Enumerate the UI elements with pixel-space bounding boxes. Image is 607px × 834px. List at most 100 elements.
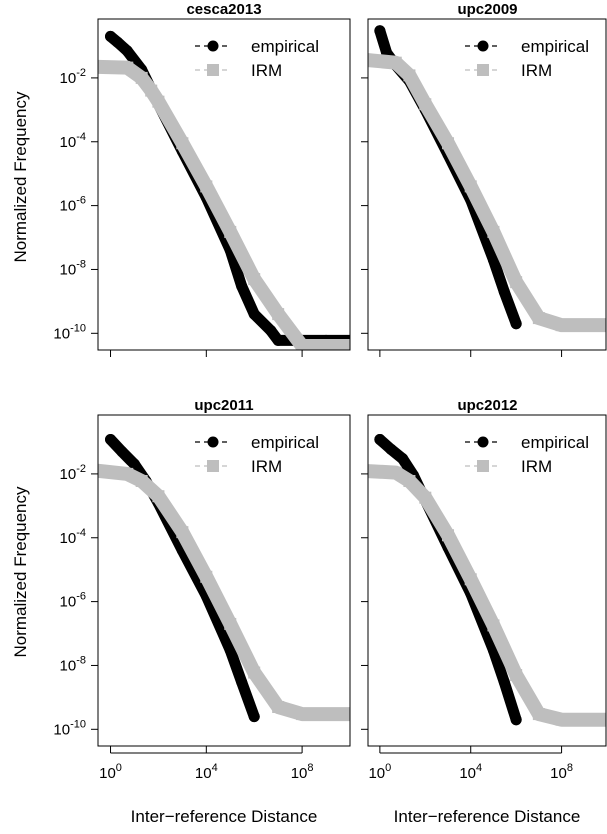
data-point — [419, 98, 432, 111]
data-point — [368, 465, 380, 478]
data-point — [510, 714, 522, 726]
panel-upc2009: upc2009 empirical IRM — [361, 1, 607, 357]
data-point — [176, 137, 189, 150]
plot-frame — [367, 414, 607, 747]
legend-label: empirical — [521, 37, 589, 56]
data-point — [403, 69, 416, 82]
series-line — [98, 463, 350, 722]
legend-marker — [207, 436, 219, 448]
y-tick-label: 10-2 — [60, 463, 86, 483]
legend-item-irm: IRM — [465, 457, 552, 476]
series-irm — [98, 59, 350, 350]
legend-marker — [207, 460, 219, 472]
data-point — [128, 458, 140, 470]
data-point — [320, 708, 333, 721]
data-point — [272, 308, 285, 321]
data-point — [248, 308, 260, 320]
data-point — [224, 644, 236, 656]
y-tick-label: 10-8 — [60, 654, 86, 674]
plot-frame — [367, 18, 607, 351]
legend: empirical IRM — [465, 433, 589, 476]
data-point — [368, 54, 380, 67]
data-point — [389, 466, 402, 479]
legend-marker — [207, 40, 219, 52]
series-irm — [368, 464, 606, 727]
data-point — [601, 319, 606, 332]
legend-label: empirical — [251, 37, 319, 56]
data-point — [152, 95, 165, 108]
data-point — [601, 713, 606, 726]
y-tick-label: 10-6 — [60, 195, 86, 215]
x-axis-label-right: Inter−reference Distance — [394, 807, 581, 826]
y-tick-label: 10-4 — [60, 527, 86, 547]
panel-cesca2013: cesca2013 empirical IRM — [91, 1, 351, 357]
x-tick-label: 104 — [459, 762, 482, 782]
legend-label: IRM — [521, 457, 552, 476]
data-point — [374, 25, 386, 37]
data-point — [224, 225, 237, 238]
data-point — [135, 71, 148, 84]
data-point — [236, 676, 248, 688]
panel-title: upc2012 — [457, 397, 517, 414]
legend-item-empirical: empirical — [465, 37, 589, 56]
legend-label: empirical — [251, 433, 319, 452]
data-point — [510, 276, 523, 289]
legend-item-irm: IRM — [195, 457, 282, 476]
y-tick-label: 10-6 — [60, 591, 86, 611]
data-point — [105, 433, 117, 445]
data-point — [248, 711, 260, 723]
legend-item-irm: IRM — [465, 61, 552, 80]
data-point — [487, 619, 500, 632]
data-point — [98, 60, 110, 73]
y-tick-label: 10-10 — [53, 718, 86, 738]
data-point — [487, 254, 499, 266]
legend-marker — [477, 436, 489, 448]
x-tick-label: 108 — [291, 762, 314, 782]
panel-title: upc2009 — [457, 1, 517, 18]
data-point — [419, 491, 432, 504]
data-point — [498, 676, 510, 688]
legend-label: IRM — [251, 61, 282, 80]
x-axis-label-left: Inter−reference Distance — [131, 807, 318, 826]
plot-area — [98, 30, 350, 350]
data-point — [464, 180, 477, 193]
data-point — [248, 273, 261, 286]
x-tick-label: 104 — [195, 762, 218, 782]
legend: empirical IRM — [465, 37, 589, 80]
data-point — [112, 36, 124, 48]
data-point — [105, 30, 117, 42]
data-point — [532, 708, 545, 721]
y-axis-label-bottom: Normalized Frequency — [11, 486, 30, 658]
data-point — [121, 45, 133, 57]
data-point — [532, 312, 545, 325]
data-point — [464, 573, 477, 586]
data-point — [121, 467, 134, 480]
y-tick-label: 10-4 — [60, 131, 86, 151]
legend-marker — [477, 460, 489, 472]
data-point — [121, 61, 134, 74]
data-point — [510, 318, 522, 330]
data-point — [442, 529, 455, 542]
plot-frame — [97, 414, 351, 747]
data-point — [498, 286, 510, 298]
legend-marker — [477, 64, 489, 76]
data-point — [200, 180, 213, 193]
panel-title: upc2011 — [194, 397, 253, 414]
series-irm — [368, 53, 606, 333]
plot-area — [368, 25, 606, 333]
series-line — [368, 53, 606, 333]
series-line — [105, 433, 260, 723]
y-tick-label: 10-8 — [60, 258, 86, 278]
data-point — [344, 340, 350, 350]
data-point — [248, 666, 261, 679]
legend-label: empirical — [521, 433, 589, 452]
data-point — [389, 56, 402, 69]
x-tick-label: 100 — [368, 762, 391, 782]
data-point — [176, 526, 189, 539]
data-point — [98, 465, 110, 478]
data-point — [397, 453, 409, 465]
data-point — [510, 669, 523, 682]
x-tick-label: 108 — [550, 762, 573, 782]
